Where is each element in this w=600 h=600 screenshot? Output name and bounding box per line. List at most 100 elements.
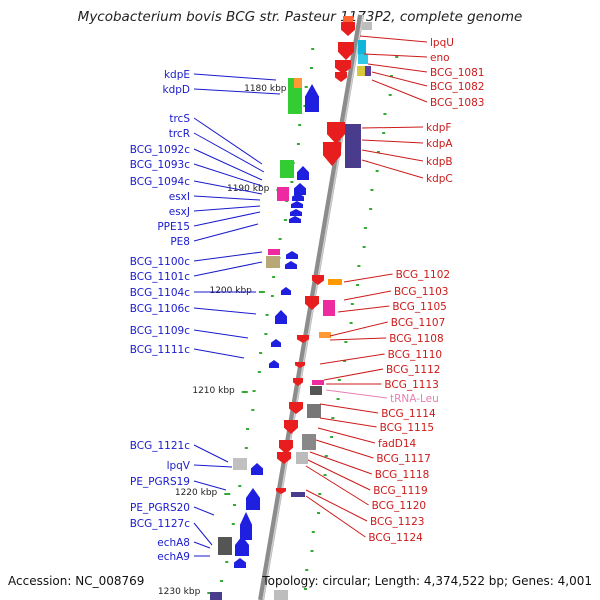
leader-line-left	[193, 223, 259, 242]
minor-tick-left	[298, 124, 302, 126]
gene-label-left: BCG_1121c	[130, 440, 190, 452]
leader-line-right	[337, 305, 390, 313]
gene-arrow-BCG_1103	[305, 296, 319, 310]
leader-line-left	[193, 261, 263, 277]
feature-box	[210, 592, 222, 600]
gene-label-right: lpqU	[430, 37, 454, 49]
gene-label-left: echA9	[157, 551, 190, 563]
gene-box-BCG_1094c	[277, 187, 289, 201]
gene-label-left: kdpD	[163, 84, 191, 96]
minor-tick-left	[220, 580, 224, 582]
gene-arrow-echA9	[234, 558, 246, 568]
gene-label-left: trcS	[169, 113, 190, 125]
minor-tick-right	[337, 379, 341, 381]
gene-label-right: kdpB	[426, 156, 453, 168]
gene-arrow-BCG_1111c	[269, 360, 279, 368]
gene-label-right: BCG_1118	[375, 469, 429, 481]
leader-line-right	[315, 439, 374, 459]
gene-arrow-BCG_1118	[279, 440, 293, 454]
gene-label-right: BCG_1117	[376, 453, 430, 465]
gene-arrow-trcR	[297, 166, 309, 180]
leader-line-left	[193, 73, 277, 81]
kbp-label: 1230 kbp	[158, 587, 201, 597]
gene-box-BCG_1117	[302, 434, 316, 450]
minor-tick-right	[310, 550, 314, 552]
map-title: Mycobacterium bovis BCG str. Pasteur 117…	[77, 9, 523, 25]
leader-line-right	[325, 389, 388, 399]
gene-box-trcS	[280, 160, 294, 178]
leader-line-left	[193, 205, 261, 212]
gene-label-right: BCG_1114	[381, 408, 436, 420]
leader-line-right	[361, 159, 424, 179]
leader-line-right	[371, 79, 428, 103]
minor-tick-right	[330, 436, 334, 438]
leader-line-right	[309, 451, 372, 475]
gene-label-right: BCG_1108	[389, 333, 443, 345]
feature-box	[294, 78, 302, 88]
gene-label-left: PE8	[170, 236, 190, 248]
minor-tick-right	[375, 170, 379, 172]
leader-line-right	[367, 63, 428, 73]
gene-label-right: kdpC	[426, 173, 453, 185]
leader-line-left	[193, 480, 227, 491]
leader-line-right	[323, 368, 384, 381]
leader-line-right	[319, 403, 379, 414]
gene-label-right: BCG_1112	[386, 364, 440, 376]
gene-box-BCG_1113	[310, 386, 322, 395]
gene-arrow-BCG_1123	[276, 488, 286, 494]
kbp-tick	[258, 291, 265, 293]
leader-line-right	[363, 53, 428, 58]
leader-line-left	[193, 464, 233, 468]
leader-line-right	[371, 71, 428, 87]
minor-tick-right	[389, 75, 393, 77]
gene-arrow-BCG_1082	[335, 72, 347, 82]
gene-label-left: BCG_1092c	[130, 144, 190, 156]
gene-box-BCG_1115	[307, 404, 321, 418]
feature-box	[274, 590, 288, 600]
leader-line-left	[193, 163, 263, 187]
leader-line-right	[305, 495, 366, 538]
gene-label-right: BCG_1120	[372, 500, 426, 512]
leader-line-right	[307, 459, 371, 491]
minor-tick-right	[344, 341, 348, 343]
kbp-label: 1210 kbp	[192, 386, 235, 396]
leader-line-left	[193, 307, 257, 315]
minor-tick-left	[296, 143, 300, 145]
feature-box	[268, 249, 280, 255]
gene-arrow-BCG_1109c	[271, 339, 281, 347]
minor-tick-left	[309, 67, 313, 69]
gene-label-right: kdpA	[426, 138, 453, 150]
minor-tick-left	[272, 276, 276, 278]
gene-label-left: echA8	[157, 537, 190, 549]
leader-line-right	[329, 337, 387, 341]
gene-label-left: BCG_1111c	[130, 344, 190, 356]
minor-tick-left	[264, 333, 268, 335]
gene-arrow-BCG_1104c	[281, 287, 291, 295]
minor-tick-right	[324, 455, 328, 457]
gene-label-right: BCG_1107	[391, 317, 445, 329]
leader-line-left	[193, 444, 229, 463]
leader-line-right	[319, 353, 385, 365]
gene-arrow-echA8	[235, 536, 249, 556]
kbp-tick	[224, 493, 231, 495]
feature-box	[357, 66, 365, 76]
gene-label-left: esxI	[169, 191, 190, 203]
leader-line-right	[319, 417, 377, 428]
accession-text: Accession: NC_008769	[8, 574, 145, 588]
gene-arrow-PE_PGRS19	[246, 488, 260, 510]
gene-label-left: BCG_1100c	[130, 256, 190, 268]
feature-box	[343, 16, 353, 22]
gene-label-left: BCG_1127c	[130, 518, 190, 530]
minor-tick-left	[278, 238, 282, 240]
genome-summary-text: Topology: circular; Length: 4,374,522 bp…	[262, 574, 592, 588]
minor-tick-left	[238, 485, 242, 487]
gene-label-right: kdpF	[426, 122, 451, 134]
feature-box	[328, 279, 342, 285]
gene-box-BCG_1127c	[218, 537, 232, 555]
minor-tick-left	[283, 219, 287, 221]
leader-line-left	[193, 506, 215, 516]
minor-tick-left	[304, 86, 308, 88]
minor-tick-left	[265, 314, 269, 316]
leader-line-left	[193, 132, 265, 173]
